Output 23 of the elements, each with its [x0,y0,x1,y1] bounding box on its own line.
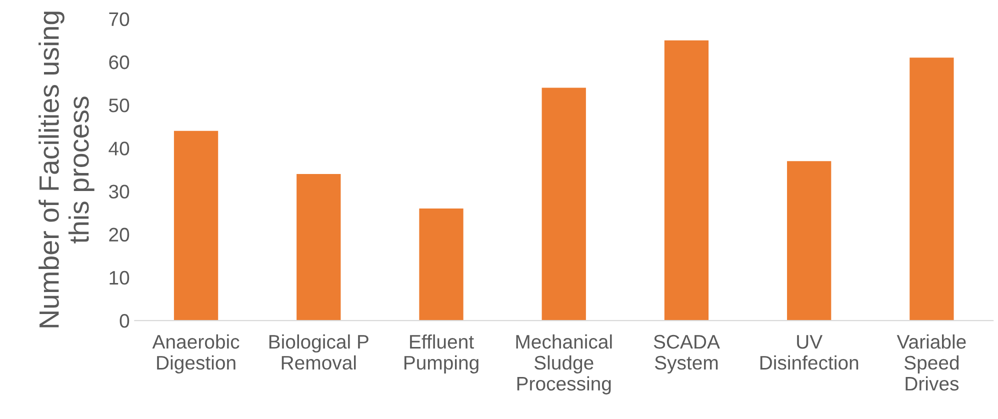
bar [542,88,586,321]
x-tick-label: Biological P Removal [269,334,368,370]
bar [174,130,218,321]
y-tick-label: 0 [120,314,130,328]
y-axis-title: Number of Facilities using this process [38,12,94,328]
x-tick-label: UV Disinfection [760,335,858,370]
x-tick-label: Effluent Pumping [404,334,478,374]
y-tick-label: 60 [109,55,130,70]
x-tick-label: Mechanical Sludge Processing [516,334,612,394]
x-tick-label: SCADA System [654,334,720,374]
bar [296,174,341,321]
y-tick-label: 40 [108,142,130,156]
bar [419,208,464,321]
y-tick-label: 20 [109,228,130,242]
y-tick-label: 50 [109,98,130,112]
y-tick-label: 10 [110,270,130,285]
y-tick-label: 70 [109,12,130,26]
bar [910,58,954,321]
x-tick-label: Anaerobic Digestion [152,334,240,374]
bar [664,40,709,321]
x-tick-label: Variable Speed Drives [896,334,966,391]
bar [787,161,832,321]
y-tick-label: 30 [108,184,130,198]
